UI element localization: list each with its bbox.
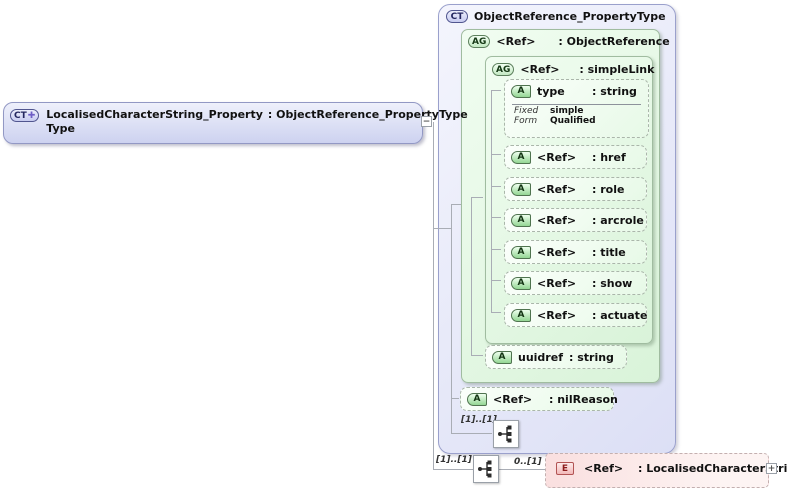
connector-line <box>451 398 459 399</box>
attribute-href-box[interactable]: A <Ref> : href <box>504 145 647 169</box>
attribute-badge: A <box>511 150 531 164</box>
attribute-actuate-box[interactable]: A <Ref> : actuate <box>504 303 647 327</box>
sequence-occurs-label: [1]..[1] <box>461 415 497 425</box>
group-type-label: : simpleLink <box>579 63 655 76</box>
sequence-icon[interactable] <box>493 420 519 448</box>
objectreference-group-box[interactable]: AG <Ref> : ObjectReference AG <Ref> : si… <box>461 29 670 383</box>
facet-value: simple <box>550 106 584 116</box>
attribute-badge: A <box>511 182 531 196</box>
facet-label: Form <box>514 116 538 126</box>
connector-line <box>451 204 461 205</box>
attribute-role-box[interactable]: A <Ref> : role <box>504 177 647 201</box>
group-name: <Ref> <box>520 63 560 76</box>
sequence-tree-glyph <box>498 425 512 443</box>
connector-line <box>451 433 492 434</box>
connector-line <box>491 90 492 312</box>
element-name: <Ref> <box>584 462 624 475</box>
attribute-type-label: : title <box>592 245 626 259</box>
plus-star-icon: ✚ <box>27 110 36 121</box>
attribute-type-label: : show <box>592 276 633 290</box>
attribute-type-label: : nilReason <box>549 392 618 406</box>
connector-line <box>499 469 545 470</box>
attribute-uuidref-box[interactable]: A uuidref : string <box>485 345 627 369</box>
attribute-nilreason-box[interactable]: A <Ref> : nilReason <box>460 387 618 411</box>
complextype-badge: CT <box>446 10 468 23</box>
minus-icon: − <box>422 117 431 127</box>
attribute-badge: A <box>511 213 531 227</box>
root-complextype-box[interactable]: CT ✚ LocalisedCharacterString_Property Ty… <box>3 102 468 144</box>
attribute-show-box[interactable]: A <Ref> : show <box>504 271 647 295</box>
connector-line <box>491 280 501 281</box>
group-type-label: : ObjectReference <box>558 35 670 48</box>
connector-line <box>491 154 501 155</box>
connector-line <box>491 90 501 91</box>
attribute-name: <Ref> <box>537 182 577 196</box>
connector-line <box>471 197 483 198</box>
attribute-badge: A <box>467 392 487 406</box>
sequence-tree-glyph <box>478 460 492 478</box>
connector-line <box>491 249 501 250</box>
connector-line <box>491 312 501 313</box>
connector-line <box>433 469 473 470</box>
attribute-name: uuidref <box>518 350 563 364</box>
plus-icon: + <box>767 464 776 474</box>
attribute-name: <Ref> <box>537 213 577 227</box>
attribute-arcrole-box[interactable]: A <Ref> : arcrole <box>504 208 647 232</box>
connector-line <box>491 217 501 218</box>
simplelink-group-box[interactable]: AG <Ref> : simpleLink A type : string Fi… <box>485 56 655 344</box>
root-type-label: : ObjectReference_PropertyType <box>267 108 468 121</box>
attribute-name: <Ref> <box>493 392 533 406</box>
connector-line <box>433 228 451 229</box>
attribute-badge: A <box>492 350 512 364</box>
collapse-toggle-button[interactable]: − <box>421 116 432 127</box>
facet-separator <box>512 104 641 105</box>
content-occurs-label: [1]..[1] <box>436 455 472 465</box>
attribute-name: <Ref> <box>537 276 577 290</box>
attribute-title-box[interactable]: A <Ref> : title <box>504 240 647 264</box>
complextype-badge-label: CT <box>14 110 27 121</box>
sequence-icon[interactable] <box>473 455 499 483</box>
attribute-badge: A <box>511 245 531 259</box>
element-occurs-label: 0..[1] <box>514 457 542 467</box>
connector-line <box>491 186 501 187</box>
connector-line <box>451 204 452 433</box>
expand-toggle-button[interactable]: + <box>766 463 777 474</box>
attribute-type-label: : href <box>592 150 626 164</box>
attribute-type-box[interactable]: A type : string Fixed simple Form Qualif… <box>504 79 649 138</box>
element-ref-box[interactable]: E <Ref> : LocalisedCharacterString <box>545 453 787 488</box>
facet-value: Qualified <box>550 116 596 126</box>
connector-line <box>471 197 472 355</box>
basetype-box[interactable]: CT ObjectReference_PropertyType AG <Ref>… <box>438 4 676 454</box>
connector-line <box>471 355 483 356</box>
facet-label: Fixed <box>514 106 539 116</box>
connector-line <box>433 122 434 469</box>
basetype-title: ObjectReference_PropertyType <box>474 10 666 23</box>
element-type-label: : LocalisedCharacterString <box>638 462 787 475</box>
complextype-badge: CT ✚ <box>10 109 40 122</box>
root-name-line1: LocalisedCharacterString_Property <box>46 108 263 121</box>
attribute-type-label: : string <box>592 84 637 98</box>
attribute-badge: A <box>511 276 531 290</box>
group-name: <Ref> <box>496 35 536 48</box>
attribute-type-label: : role <box>592 182 625 196</box>
attribute-type-label: : string <box>568 350 614 364</box>
attribute-badge: A <box>511 84 531 98</box>
attribute-name: <Ref> <box>537 150 577 164</box>
root-name-line2: Type <box>46 122 75 135</box>
attributegroup-badge: AG <box>492 63 515 76</box>
attribute-type-label: : arcrole <box>592 213 644 227</box>
attribute-name: <Ref> <box>537 245 577 259</box>
attribute-type-label: : actuate <box>592 308 648 322</box>
attribute-badge: A <box>511 308 531 322</box>
attribute-name: <Ref> <box>537 308 577 322</box>
attributegroup-badge: AG <box>468 35 491 48</box>
element-badge: E <box>556 462 574 475</box>
attribute-name: type <box>537 84 565 98</box>
